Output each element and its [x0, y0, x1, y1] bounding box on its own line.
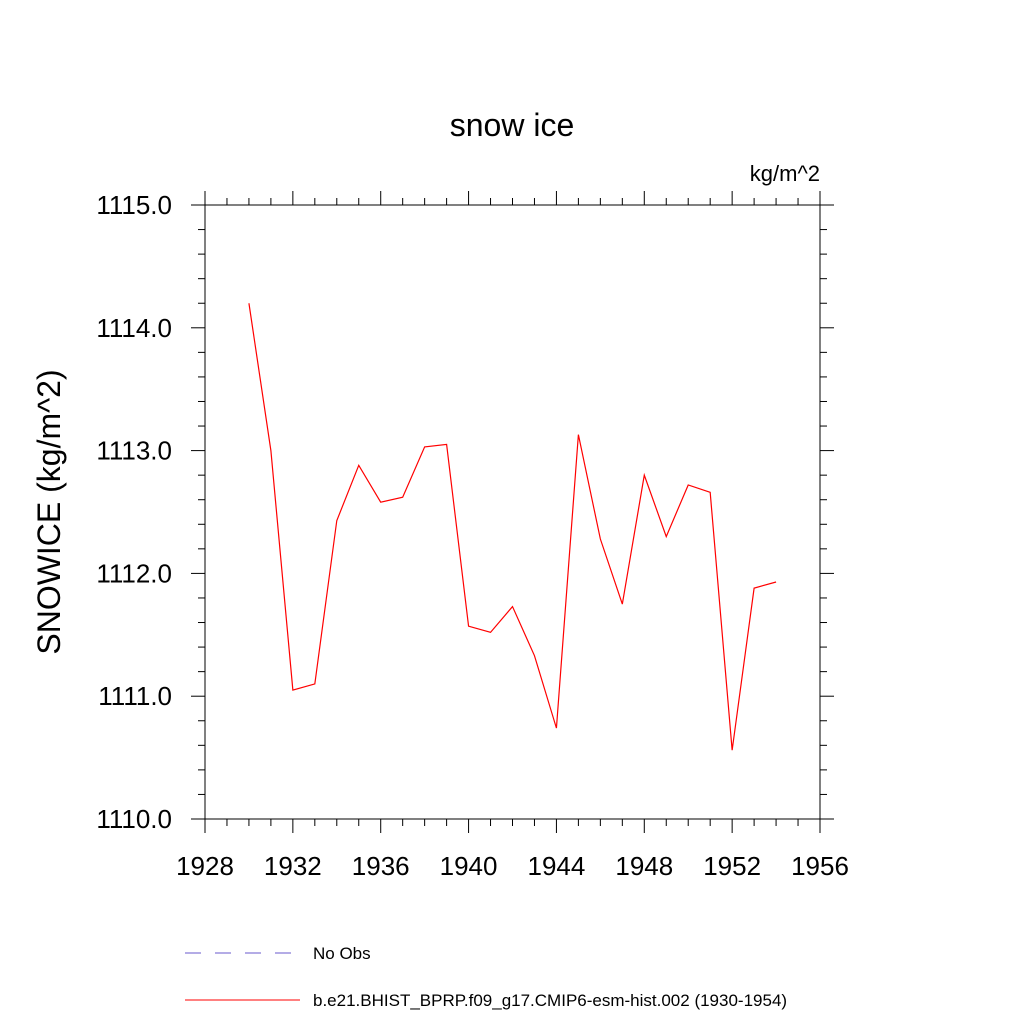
y-tick-label: 1113.0: [96, 436, 172, 466]
x-tick-label: 1956: [791, 851, 849, 881]
chart-title: snow ice: [450, 107, 575, 143]
x-tick-label: 1928: [176, 851, 234, 881]
x-tick-label: 1936: [352, 851, 410, 881]
y-tick-label: 1111.0: [98, 681, 172, 711]
legend: No Obs b.e21.BHIST_BPRP.f09_g17.CMIP6-esm…: [185, 944, 787, 1010]
x-tick-label: 1944: [528, 851, 586, 881]
x-tick-label: 1940: [440, 851, 498, 881]
x-tick-label: 1952: [703, 851, 761, 881]
legend-label: No Obs: [313, 944, 371, 963]
y-tick-label: 1110.0: [96, 804, 172, 834]
y-tick-label: 1114.0: [96, 313, 172, 343]
series-lines: [248, 303, 777, 751]
units-label: kg/m^2: [750, 161, 820, 186]
y-axis-label: SNOWICE (kg/m^2): [31, 369, 67, 654]
x-tick-label: 1948: [615, 851, 673, 881]
axis-tick-labels: 1928 1932 1936 1940 1944 1948 1952 1956 1110.0 11…: [96, 190, 849, 881]
series-line: [248, 303, 777, 751]
y-tick-label: 1115.0: [96, 190, 172, 220]
y-tick-label: 1112.0: [96, 558, 172, 588]
plot-frame: [204, 204, 821, 820]
axis-ticks: [191, 191, 834, 833]
x-tick-label: 1932: [264, 851, 322, 881]
legend-label: b.e21.BHIST_BPRP.f09_g17.CMIP6-esm-hist.…: [313, 991, 787, 1010]
